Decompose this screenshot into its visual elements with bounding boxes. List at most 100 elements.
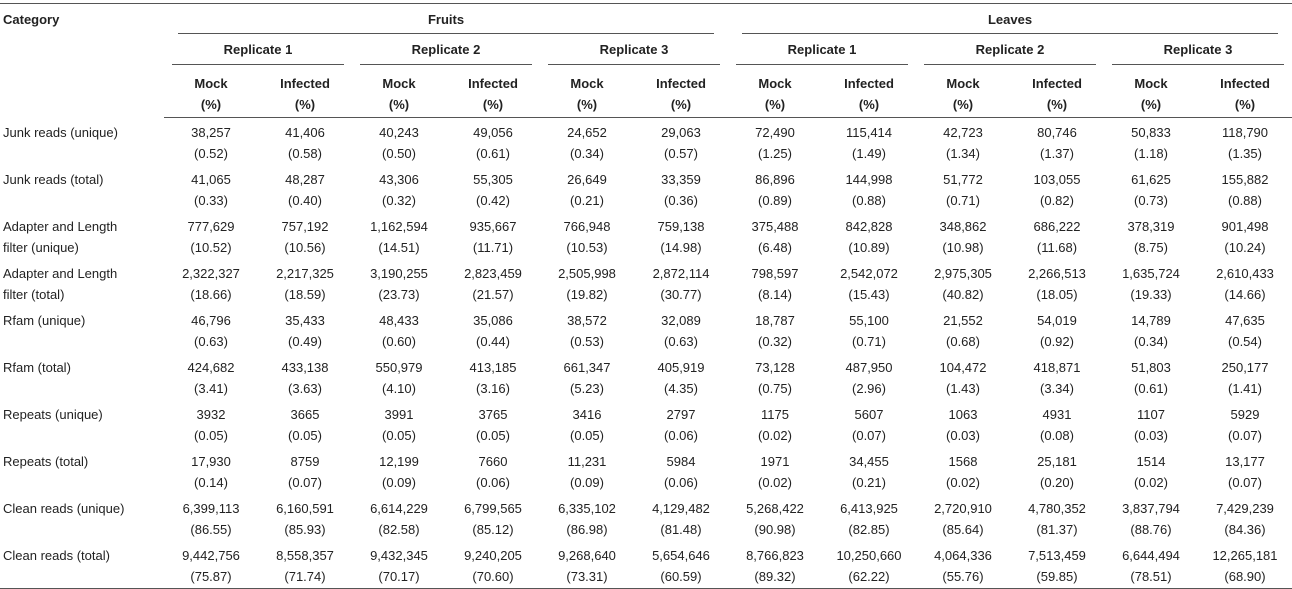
- column-header: Mock (%): [1104, 65, 1198, 118]
- column-header: Infected (%): [1010, 65, 1104, 118]
- data-cell: 2,975,305 (40.82): [916, 259, 1010, 306]
- cell-percent: (62.22): [848, 569, 890, 584]
- data-cell: 41,406 (0.58): [258, 118, 352, 166]
- cell-percent: (59.85): [1036, 569, 1078, 584]
- data-cell: 13,177 (0.07): [1198, 447, 1292, 494]
- cell-count: 759,138: [657, 219, 705, 234]
- data-cell: 1514 (0.02): [1104, 447, 1198, 494]
- cell-percent: (0.05): [382, 428, 416, 443]
- cell-count: 2,542,072: [840, 266, 898, 281]
- data-cell: 2,610,433 (14.66): [1198, 259, 1292, 306]
- row-label: Rfam (total): [3, 360, 71, 375]
- row-label-cell: Rfam (unique): [0, 306, 164, 353]
- cell-count: 686,222: [1033, 219, 1081, 234]
- cell-count: 24,652: [567, 125, 607, 140]
- data-cell: 21,552 (0.68): [916, 306, 1010, 353]
- cell-percent: (0.36): [664, 193, 698, 208]
- cell-percent: (0.60): [382, 334, 416, 349]
- cell-percent: (1.34): [946, 146, 980, 161]
- data-cell: 2,266,513 (18.05): [1010, 259, 1104, 306]
- data-cell: 38,572 (0.53): [540, 306, 634, 353]
- cell-percent: (2.96): [852, 381, 886, 396]
- cell-percent: (0.20): [1040, 475, 1074, 490]
- data-cell: 1971 (0.02): [728, 447, 822, 494]
- cell-count: 42,723: [943, 125, 983, 140]
- cell-percent: (0.52): [194, 146, 228, 161]
- data-cell: 35,433 (0.49): [258, 306, 352, 353]
- data-row: Repeats (total) 17,930 (0.14) 8759 (0.07) 12,…: [0, 447, 1292, 494]
- cell-count: 2,610,433: [1216, 266, 1274, 281]
- cell-percent: (78.51): [1130, 569, 1172, 584]
- data-cell: 8759 (0.07): [258, 447, 352, 494]
- cell-count: 4931: [1042, 407, 1072, 422]
- cell-percent: (0.44): [476, 334, 510, 349]
- cell-count: 51,803: [1131, 360, 1171, 375]
- cell-percent: (0.03): [946, 428, 980, 443]
- data-cell: 25,181 (0.20): [1010, 447, 1104, 494]
- data-cell: 5,654,646 (60.59): [634, 541, 728, 589]
- cell-count: 8,558,357: [276, 548, 334, 563]
- table-body: Junk reads (unique) 38,257 (0.52) 41,406 (0.…: [0, 118, 1292, 589]
- data-cell: 418,871 (3.34): [1010, 353, 1104, 400]
- data-cell: 1,635,724 (19.33): [1104, 259, 1198, 306]
- column-header: Infected (%): [634, 65, 728, 118]
- cell-count: 798,597: [751, 266, 799, 281]
- row-label-cell: Repeats (unique): [0, 400, 164, 447]
- cell-count: 2,322,327: [182, 266, 240, 281]
- data-cell: 6,335,102 (86.98): [540, 494, 634, 541]
- data-cell: 4,780,352 (81.37): [1010, 494, 1104, 541]
- cell-count: 1175: [761, 407, 789, 422]
- cell-count: 29,063: [661, 125, 701, 140]
- column-unit: (%): [1234, 97, 1256, 112]
- data-cell: 4,064,336 (55.76): [916, 541, 1010, 589]
- cell-count: 5929: [1230, 407, 1260, 422]
- data-row: Clean reads (total) 9,442,756 (75.87) 8,558…: [0, 541, 1292, 589]
- cell-percent: (0.92): [1040, 334, 1074, 349]
- row-label: Repeats (unique): [3, 407, 103, 422]
- row-label-cell: Clean reads (total): [0, 541, 164, 589]
- column-unit: (%): [576, 97, 598, 112]
- column-unit: (%): [952, 97, 974, 112]
- data-cell: 18,787 (0.32): [728, 306, 822, 353]
- data-cell: 6,799,565 (85.12): [446, 494, 540, 541]
- cell-count: 777,629: [187, 219, 235, 234]
- cell-count: 2,975,305: [934, 266, 992, 281]
- cell-count: 1514: [1136, 454, 1166, 469]
- cell-count: 41,065: [191, 172, 231, 187]
- data-cell: 40,243 (0.50): [352, 118, 446, 166]
- column-unit: (%): [1046, 97, 1068, 112]
- cell-percent: (1.37): [1040, 146, 1074, 161]
- cell-percent: (0.05): [476, 428, 510, 443]
- cell-count: 6,335,102: [558, 501, 616, 516]
- cell-percent: (0.07): [852, 428, 886, 443]
- cell-percent: (0.06): [664, 428, 698, 443]
- column-unit: (%): [200, 97, 222, 112]
- row-label-cell: Adapter and Length filter (total): [0, 259, 164, 306]
- cell-count: 54,019: [1037, 313, 1077, 328]
- cell-percent: (0.42): [476, 193, 510, 208]
- cell-count: 1,635,724: [1122, 266, 1180, 281]
- cell-count: 7,429,239: [1216, 501, 1274, 516]
- data-cell: 1063 (0.03): [916, 400, 1010, 447]
- cell-count: 51,772: [943, 172, 983, 187]
- cell-percent: (86.98): [566, 522, 608, 537]
- data-cell: 5607 (0.07): [822, 400, 916, 447]
- data-cell: 901,498 (10.24): [1198, 212, 1292, 259]
- replicate-label: Replicate 1: [172, 42, 344, 65]
- data-cell: 32,089 (0.63): [634, 306, 728, 353]
- cell-percent: (6.48): [758, 240, 792, 255]
- cell-count: 32,089: [661, 313, 701, 328]
- cell-percent: (0.05): [194, 428, 228, 443]
- column-label: Infected (%): [634, 65, 728, 117]
- data-cell: 6,644,494 (78.51): [1104, 541, 1198, 589]
- replicate-label: Replicate 1: [736, 42, 908, 65]
- cell-count: 2,872,114: [652, 266, 710, 281]
- row-label: Junk reads (total): [3, 172, 104, 187]
- data-cell: 8,558,357 (71.74): [258, 541, 352, 589]
- cell-percent: (1.41): [1228, 381, 1262, 396]
- cell-count: 104,472: [939, 360, 987, 375]
- data-cell: 12,265,181 (68.90): [1198, 541, 1292, 589]
- cell-count: 33,359: [661, 172, 701, 187]
- data-row: Rfam (unique) 46,796 (0.63) 35,433 (0.49) 48,…: [0, 306, 1292, 353]
- cell-percent: (0.58): [288, 146, 322, 161]
